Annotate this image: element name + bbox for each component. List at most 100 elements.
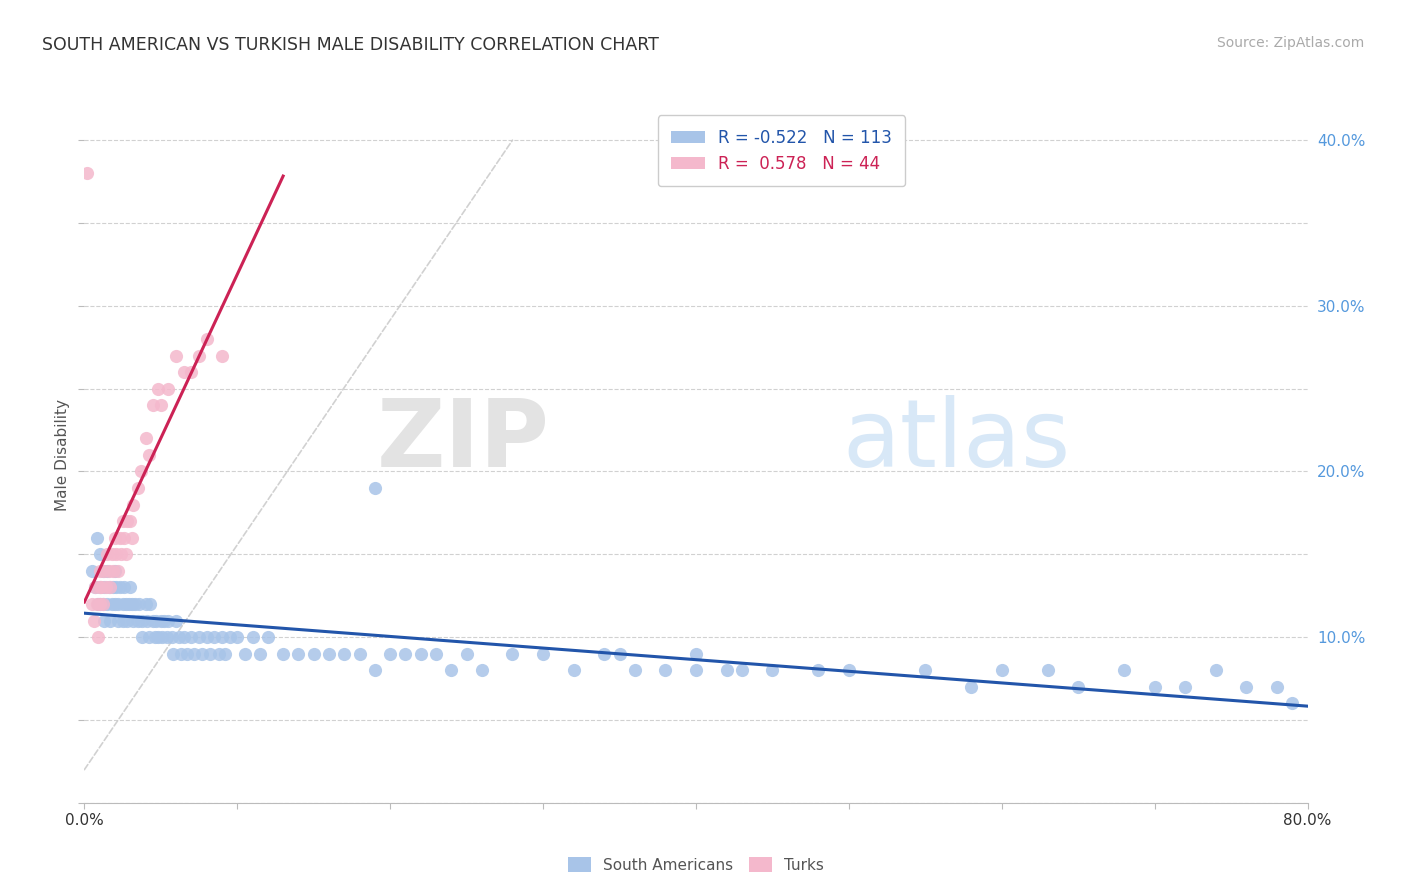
Point: [685, 647, 707, 661]
Point: [731, 663, 754, 677]
Point: [1236, 680, 1258, 694]
Point: [86, 531, 108, 545]
Point: [960, 680, 983, 694]
Point: [145, 614, 167, 628]
Point: [165, 349, 187, 363]
Point: [440, 663, 463, 677]
Point: [97, 581, 120, 595]
Point: [1143, 680, 1166, 694]
Point: [80, 564, 103, 578]
Point: [149, 614, 172, 628]
Point: [150, 630, 173, 644]
Point: [176, 647, 198, 661]
Point: [110, 547, 132, 561]
Point: [180, 365, 202, 379]
Point: [233, 647, 256, 661]
Point: [96, 564, 118, 578]
Point: [89, 581, 111, 595]
Point: [136, 614, 159, 628]
Point: [425, 647, 447, 661]
Point: [685, 663, 707, 677]
Point: [129, 465, 152, 479]
Point: [90, 581, 112, 595]
Point: [146, 630, 169, 644]
Point: [101, 547, 124, 561]
Point: [87, 597, 110, 611]
Point: [183, 647, 205, 661]
Point: [104, 531, 127, 545]
Point: [142, 398, 165, 412]
Point: [105, 547, 128, 561]
Point: [120, 581, 142, 595]
Point: [108, 531, 131, 545]
Point: [807, 663, 830, 677]
Point: [170, 647, 193, 661]
Point: [94, 581, 117, 595]
Text: SOUTH AMERICAN VS TURKISH MALE DISABILITY CORRELATION CHART: SOUTH AMERICAN VS TURKISH MALE DISABILIT…: [42, 36, 659, 54]
Point: [380, 647, 402, 661]
Point: [257, 630, 280, 644]
Point: [1281, 697, 1303, 711]
Point: [121, 531, 143, 545]
Point: [198, 647, 221, 661]
Point: [593, 647, 616, 661]
Point: [138, 630, 160, 644]
Point: [108, 581, 131, 595]
Point: [1036, 663, 1059, 677]
Point: [333, 647, 356, 661]
Point: [226, 630, 249, 644]
Point: [287, 647, 309, 661]
Point: [202, 630, 225, 644]
Point: [114, 597, 136, 611]
Point: [156, 630, 179, 644]
Point: [128, 597, 150, 611]
Point: [121, 597, 143, 611]
Point: [471, 663, 494, 677]
Point: [107, 564, 129, 578]
Point: [153, 614, 176, 628]
Point: [165, 614, 187, 628]
Y-axis label: Male Disability: Male Disability: [55, 399, 70, 511]
Point: [91, 597, 114, 611]
Point: [1114, 663, 1136, 677]
Point: [218, 630, 240, 644]
Point: [716, 663, 738, 677]
Text: Source: ZipAtlas.com: Source: ZipAtlas.com: [1216, 36, 1364, 50]
Point: [89, 547, 111, 561]
Point: [127, 614, 149, 628]
Point: [104, 597, 127, 611]
Point: [87, 630, 110, 644]
Point: [111, 597, 134, 611]
Point: [96, 547, 118, 561]
Point: [118, 597, 141, 611]
Point: [107, 614, 129, 628]
Point: [112, 531, 135, 545]
Point: [188, 349, 211, 363]
Point: [180, 630, 202, 644]
Point: [188, 630, 211, 644]
Point: [98, 614, 121, 628]
Point: [131, 630, 153, 644]
Point: [211, 630, 233, 644]
Point: [624, 663, 647, 677]
Point: [112, 581, 135, 595]
Point: [103, 564, 125, 578]
Point: [761, 663, 783, 677]
Point: [142, 614, 165, 628]
Point: [97, 564, 120, 578]
Point: [84, 581, 107, 595]
Point: [1067, 680, 1090, 694]
Point: [271, 647, 294, 661]
Point: [162, 647, 184, 661]
Point: [991, 663, 1014, 677]
Point: [131, 614, 153, 628]
Point: [76, 166, 98, 180]
Point: [242, 630, 264, 644]
Point: [122, 498, 145, 512]
Point: [531, 647, 554, 661]
Point: [89, 581, 111, 595]
Point: [143, 630, 166, 644]
Point: [195, 332, 218, 346]
Point: [89, 564, 111, 578]
Point: [124, 597, 146, 611]
